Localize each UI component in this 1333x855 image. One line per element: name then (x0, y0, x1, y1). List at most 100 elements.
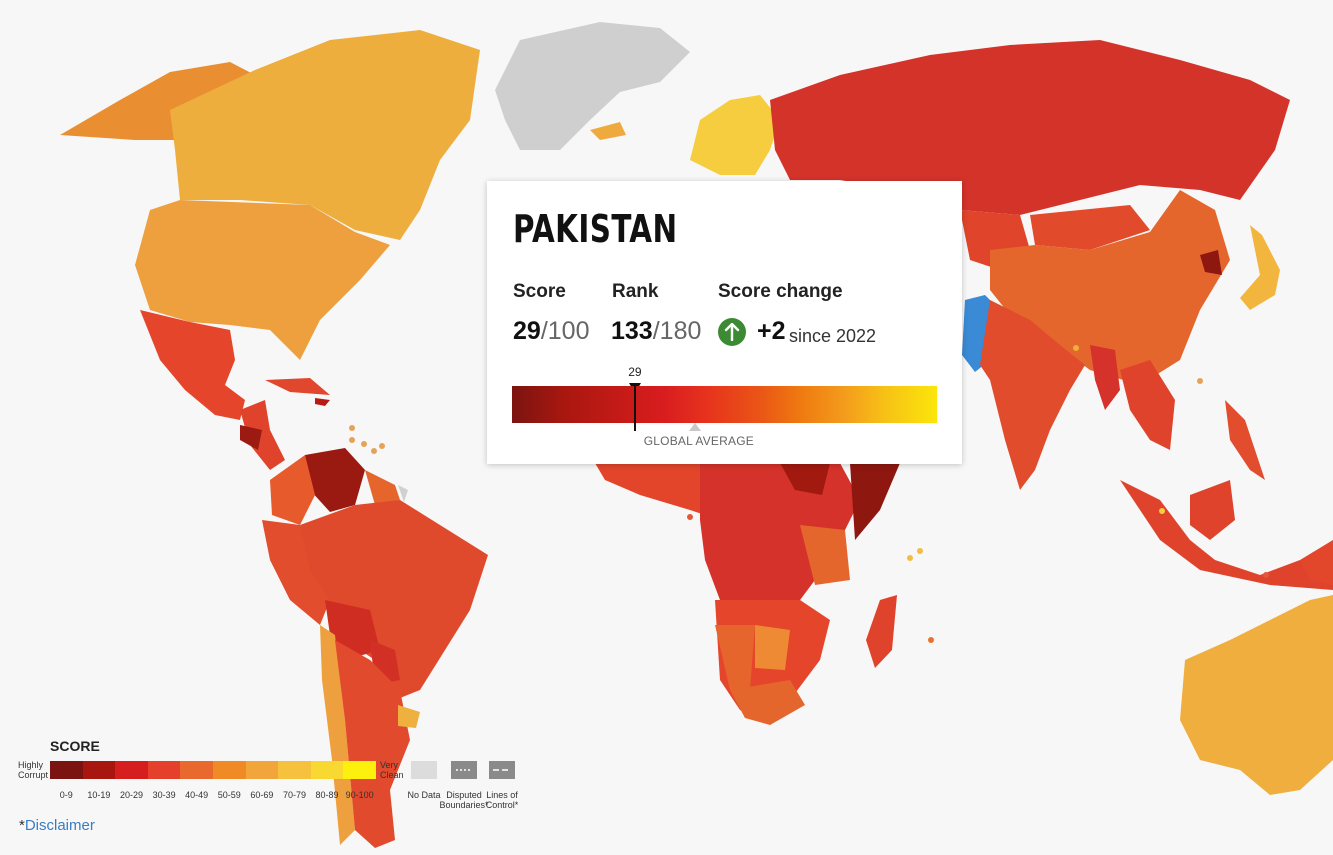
country-namibia[interactable] (715, 625, 755, 690)
country-north-korea[interactable] (1200, 250, 1222, 275)
legend-bin-swatch[interactable] (343, 761, 376, 779)
country-south-africa[interactable] (730, 680, 805, 725)
score-change-value: +2 (757, 317, 786, 345)
country-guyana[interactable] (365, 470, 400, 505)
country-png[interactable] (1300, 540, 1333, 585)
rank-max: /180 (652, 317, 702, 345)
score-gauge (512, 386, 937, 423)
country-colombia[interactable] (270, 455, 315, 525)
arrow-up-icon (718, 318, 746, 346)
legend-bin-swatch[interactable] (147, 761, 181, 779)
island-marker[interactable] (1197, 378, 1203, 384)
legend-bin-label: 30-39 (152, 790, 176, 800)
country-central-america[interactable] (240, 400, 285, 470)
legend-bin-swatch[interactable] (245, 761, 279, 779)
legend-no-data-swatch (411, 761, 437, 779)
country-iceland[interactable] (590, 122, 626, 140)
island-marker[interactable] (361, 441, 367, 447)
score-change-label: Score change (718, 281, 843, 302)
island-marker[interactable] (1159, 508, 1165, 514)
legend-no-data-label: No Data (407, 790, 441, 800)
country-info-card: PAKISTAN Score 29/100 Rank 133/180 Score… (487, 181, 962, 464)
legend-lines-label: Lines of Control* (485, 790, 519, 810)
country-india[interactable] (980, 300, 1085, 490)
legend-bin-label: 50-59 (217, 790, 241, 800)
legend-bin-label: 70-79 (282, 790, 306, 800)
country-myanmar[interactable] (1090, 345, 1120, 410)
country-uruguay[interactable] (398, 705, 420, 728)
island-marker[interactable] (907, 555, 913, 561)
legend-bin-label: 20-29 (119, 790, 143, 800)
country-tanzania[interactable] (800, 525, 850, 585)
legend-bin-swatch[interactable] (50, 761, 83, 779)
country-botswana[interactable] (755, 625, 790, 670)
score-change-since: since 2022 (789, 326, 877, 346)
legend-bin-swatch[interactable] (310, 761, 344, 779)
country-borneo[interactable] (1190, 480, 1235, 540)
rank-label: Rank (612, 281, 659, 302)
global-average-pointer-icon (688, 423, 701, 431)
country-usa[interactable] (135, 200, 390, 360)
country-russia[interactable] (770, 40, 1290, 215)
island-marker[interactable] (917, 548, 923, 554)
country-philippines[interactable] (1225, 400, 1265, 480)
legend-bin-label: 40-49 (185, 790, 209, 800)
legend-high-label: Very Clean (380, 760, 404, 780)
legend-bin-swatch[interactable] (115, 761, 148, 779)
island-marker[interactable] (371, 448, 377, 454)
island-marker[interactable] (1263, 572, 1269, 578)
legend-low-label: Highly Corrupt (18, 760, 49, 780)
country-china[interactable] (990, 190, 1230, 385)
legend-bin-swatch[interactable] (180, 761, 213, 779)
country-mexico[interactable] (140, 310, 245, 420)
country-argentina[interactable] (335, 640, 410, 848)
legend-tick-labels: 0-9 10-19 20-29 30-39 40-49 50-59 60-69 70-79 80… (50, 790, 376, 800)
country-australia[interactable] (1180, 595, 1333, 795)
legend-bin-label: 10-19 (87, 790, 111, 800)
country-madagascar[interactable] (866, 595, 897, 668)
disclaimer-asterisk: * (19, 817, 25, 834)
island-marker[interactable] (687, 514, 693, 520)
legend-bin-label: 80-89 (315, 790, 339, 800)
country-west-africa[interactable] (595, 463, 720, 520)
country-mongolia[interactable] (1030, 205, 1150, 250)
country-chile[interactable] (320, 625, 355, 845)
rank-value: 133/180 (611, 317, 701, 346)
disclaimer: *Disclaimer (19, 817, 95, 834)
score-label: Score (513, 281, 566, 302)
country-venezuela[interactable] (305, 448, 365, 512)
legend-bin-swatch[interactable] (278, 761, 311, 779)
score-value: 29/100 (513, 317, 589, 346)
country-nicaragua[interactable] (240, 425, 262, 450)
country-brazil[interactable] (300, 500, 488, 700)
country-scandinavia[interactable] (690, 95, 780, 175)
country-south-sudan[interactable] (780, 463, 830, 495)
country-cuba[interactable] (265, 378, 330, 395)
country-french-guiana[interactable] (398, 485, 408, 502)
country-somalia[interactable] (850, 463, 900, 540)
disclaimer-link[interactable]: Disclaimer (24, 817, 95, 834)
country-alaska[interactable] (60, 62, 255, 140)
country-canada[interactable] (170, 30, 480, 240)
country-haiti[interactable] (315, 398, 330, 406)
legend-title: SCORE (50, 738, 100, 754)
island-marker[interactable] (349, 425, 355, 431)
island-marker[interactable] (349, 437, 355, 443)
island-marker[interactable] (1073, 345, 1079, 351)
island-marker[interactable] (379, 443, 385, 449)
country-greenland[interactable] (495, 22, 690, 150)
legend-bin-swatch[interactable] (82, 761, 116, 779)
score-number: 29 (513, 317, 541, 345)
legend-color-scale (50, 761, 376, 779)
country-indochina[interactable] (1120, 360, 1175, 450)
country-name: PAKISTAN (513, 207, 678, 251)
country-japan[interactable] (1240, 225, 1280, 310)
gauge-score-marker (634, 383, 637, 431)
legend-bin-swatch[interactable] (212, 761, 246, 779)
legend-disputed-swatch (451, 761, 477, 779)
legend-bin-label: 60-69 (250, 790, 274, 800)
country-peru[interactable] (262, 520, 330, 625)
rank-number: 133 (611, 317, 653, 345)
island-marker[interactable] (928, 637, 934, 643)
